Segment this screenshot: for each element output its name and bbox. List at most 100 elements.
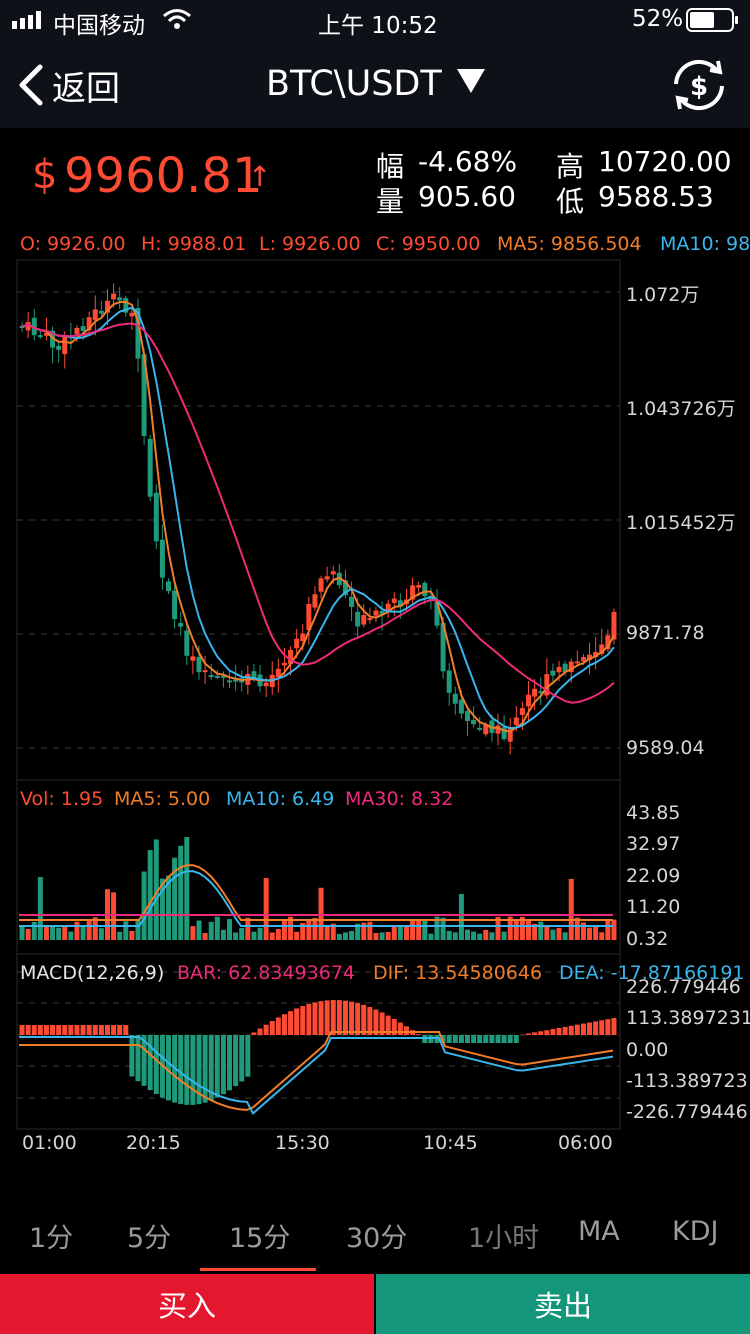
macd-bar — [580, 1023, 586, 1035]
macd-bar — [86, 1025, 92, 1035]
volume-bar — [37, 877, 43, 940]
volume-bar — [312, 918, 318, 940]
volume-bar — [428, 933, 434, 940]
macd-bar — [147, 1035, 153, 1091]
macd-bar — [208, 1035, 214, 1101]
macd-bar — [318, 1001, 324, 1035]
macd-bar — [336, 1000, 342, 1035]
candle-body — [477, 727, 483, 730]
macd-bar — [324, 1000, 330, 1035]
macd-bar — [550, 1029, 556, 1035]
macd-bar — [166, 1035, 171, 1101]
price-axis-label: 1.015452万 — [626, 512, 736, 534]
macd-bar — [300, 1006, 306, 1035]
candle-body — [251, 671, 257, 680]
macd-bar — [397, 1022, 403, 1035]
macd-bar — [416, 1034, 422, 1035]
candle-body — [434, 601, 440, 626]
change-label: 幅 — [376, 150, 405, 183]
kline-chart[interactable] — [0, 255, 750, 1160]
volume-bar — [519, 916, 525, 940]
volume-axis-label: 0.32 — [626, 928, 669, 950]
tab-30min[interactable]: 30分 — [346, 1223, 408, 1254]
active-tab-indicator — [200, 1268, 316, 1271]
macd-bar — [599, 1020, 605, 1035]
candle-body — [19, 326, 25, 329]
tab-1hour[interactable]: 1小时 — [468, 1223, 540, 1254]
candle-body — [550, 670, 556, 676]
buy-button[interactable]: 买入 — [0, 1274, 374, 1334]
candle-body — [519, 708, 525, 715]
tab-1min[interactable]: 1分 — [29, 1223, 74, 1254]
macd-bar — [251, 1032, 257, 1035]
volume-bar — [440, 917, 446, 940]
candle-body — [580, 657, 586, 662]
dif-line — [19, 1031, 614, 1111]
macd-bar — [281, 1014, 287, 1035]
vol-ma5-legend: MA5: 5.00 — [114, 788, 211, 810]
trend-arrow-icon: ↑ — [248, 160, 272, 193]
volume-bar — [251, 931, 257, 940]
candle-body — [556, 666, 562, 673]
battery-percent: 52% — [632, 6, 684, 32]
candle-body — [385, 603, 391, 612]
currency-exchange-icon[interactable]: $ — [668, 58, 730, 112]
back-button[interactable]: 返回 — [16, 62, 120, 109]
volume-bar — [220, 929, 226, 940]
macd-bar — [214, 1035, 220, 1098]
volume-bar — [129, 930, 135, 940]
volume-bar — [373, 932, 379, 940]
price-axis-label: 9589.04 — [626, 737, 705, 759]
tab-ma[interactable]: MA — [578, 1216, 620, 1247]
volume-bar — [330, 923, 336, 940]
volume-bar — [159, 878, 165, 940]
volume-bar — [605, 919, 611, 940]
tab-5min[interactable]: 5分 — [127, 1223, 172, 1254]
volume-bar — [306, 920, 312, 940]
macd-bar — [62, 1025, 68, 1035]
macd-bar — [391, 1018, 397, 1035]
macd-bar — [129, 1035, 135, 1077]
volume-bar — [214, 916, 220, 940]
currency-symbol: $ — [32, 152, 58, 198]
macd-bar — [141, 1035, 147, 1086]
sell-button[interactable]: 卖出 — [376, 1274, 750, 1334]
vol-ma10-legend: MA10: 6.49 — [226, 788, 335, 810]
candle-body — [172, 590, 178, 620]
candle-body — [349, 596, 355, 607]
candle-body — [178, 623, 184, 627]
volume-bar — [513, 919, 519, 940]
macd-bar — [538, 1031, 544, 1035]
tab-15min[interactable]: 15分 — [229, 1223, 291, 1254]
macd-bar — [104, 1025, 110, 1035]
macd-axis-label: 226.779446 — [626, 976, 741, 998]
candle-body — [513, 717, 519, 726]
macd-bar — [562, 1026, 568, 1035]
candle-body — [336, 572, 342, 586]
volume-bar — [141, 871, 147, 940]
macd-bar — [220, 1035, 226, 1095]
candle-body — [263, 682, 269, 687]
candle-body — [43, 333, 49, 336]
carrier-label: 中国移动 — [53, 13, 145, 39]
volume-bar — [574, 917, 580, 940]
volume-bar — [342, 932, 348, 940]
volume-bar — [336, 933, 342, 940]
candle-body — [56, 345, 62, 350]
ma10-line — [21, 306, 615, 730]
ohlc-open: O: 9926.00 — [20, 233, 126, 255]
candle-body — [275, 668, 281, 678]
candle-body — [50, 330, 56, 348]
volume-bar — [593, 926, 599, 940]
volume-bar — [86, 920, 92, 940]
volume-bar — [507, 916, 513, 940]
volume-bar — [208, 921, 214, 940]
buy-label: 买入 — [157, 1289, 216, 1323]
volume-bar — [294, 931, 300, 940]
macd-bar — [513, 1035, 519, 1043]
svg-text:$: $ — [690, 72, 708, 102]
tab-kdj[interactable]: KDJ — [672, 1216, 719, 1247]
candle-body — [214, 675, 220, 678]
pair-selector[interactable]: BTC\USDT — [266, 64, 486, 104]
macd-bar — [568, 1025, 574, 1035]
